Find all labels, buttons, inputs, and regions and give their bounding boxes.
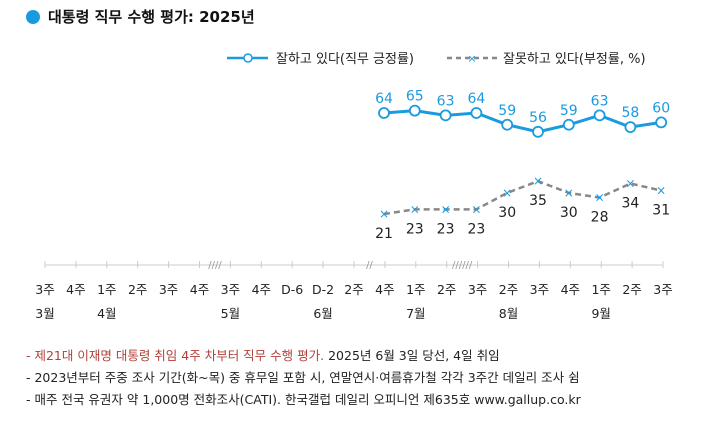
approve-point — [501, 118, 514, 131]
disapprove-point: × — [564, 186, 574, 200]
disapprove-point: × — [471, 202, 481, 216]
approve-value-label: 58 — [621, 105, 639, 121]
month-label: 8월 — [499, 306, 518, 321]
x-tick-label: 1주 — [591, 282, 610, 297]
approve-value-label: 59 — [498, 103, 516, 119]
month-label: 3월 — [35, 306, 54, 321]
approve-point — [655, 116, 668, 129]
x-tick-label: D-2 — [312, 282, 334, 297]
approve-point — [408, 104, 421, 117]
disapprove-point: × — [441, 202, 451, 216]
axis-break-mark: // — [366, 260, 373, 271]
disapprove-point: × — [625, 177, 635, 191]
axis-break-mark: //// — [208, 260, 222, 271]
note-3: - 매주 전국 유권자 약 1,000명 전화조사(CATI). 한국갤럽 데일… — [26, 392, 581, 407]
disapprove-point: × — [502, 186, 512, 200]
disapprove-point: × — [595, 191, 605, 205]
disapprove-value-label: 23 — [406, 221, 424, 237]
disapprove-value-label: 23 — [467, 221, 485, 237]
x-tick-label: 4주 — [561, 282, 580, 297]
approve-line — [383, 109, 662, 134]
approve-value-label: 64 — [467, 91, 485, 107]
legend-approve-label: 잘하고 있다(직무 긍정률) — [276, 52, 414, 67]
x-tick-label: 3주 — [468, 282, 487, 297]
x-tick-label: 3주 — [221, 282, 240, 297]
bullet-icon — [26, 9, 40, 24]
disapprove-value-label: 30 — [498, 205, 516, 221]
x-tick-label: 4주 — [252, 282, 271, 297]
title-text: 대통령 직무 수행 평가: 2025년 — [48, 8, 255, 26]
month-label: 6월 — [313, 306, 332, 321]
approve-point — [624, 121, 637, 133]
axis-break-mark: ////// — [452, 260, 473, 271]
x-tick-label: 2주 — [128, 282, 147, 297]
approve-value-label: 56 — [529, 110, 547, 126]
x-tick-label: 4주 — [66, 282, 85, 297]
disapprove-point: × — [379, 207, 389, 221]
disapprove-value-label: 31 — [652, 203, 670, 219]
approve-point — [470, 107, 483, 119]
legend-disapprove-marker: × — [467, 52, 476, 65]
approve-value-label: 65 — [406, 89, 424, 105]
disapprove-value-label: 28 — [591, 210, 609, 226]
approve-value-label: 60 — [652, 100, 670, 116]
approve-value-label: 63 — [437, 93, 455, 109]
month-label: 9월 — [591, 306, 610, 321]
x-tick-label: 3주 — [653, 282, 672, 297]
disapprove-value-label: 21 — [375, 226, 393, 242]
approve-point — [378, 107, 390, 119]
x-tick-label: 3주 — [530, 282, 549, 297]
month-label: 4월 — [97, 306, 116, 321]
x-tick-label: 2주 — [437, 282, 456, 297]
x-tick-label: 2주 — [622, 282, 641, 297]
disapprove-value-label: 30 — [560, 205, 578, 221]
disapprove-line — [383, 179, 662, 216]
approve-point — [593, 109, 606, 122]
approve-value-label: 59 — [560, 103, 578, 119]
month-label: 5월 — [221, 306, 240, 321]
approve-point — [439, 109, 452, 122]
x-tick-label: 1주 — [97, 282, 116, 297]
x-tick-label: 3주 — [159, 282, 178, 297]
approve-value-label: 64 — [375, 91, 393, 107]
x-tick-label: 3주 — [35, 282, 54, 297]
disapprove-point: × — [656, 184, 666, 198]
x-tick-label: 4주 — [190, 282, 209, 297]
disapprove-value-label: 34 — [621, 196, 639, 212]
disapprove-value-label: 35 — [529, 193, 547, 209]
x-tick-label: 1주 — [406, 282, 425, 297]
footnotes: - 제21대 이재명 대통령 취임 4주 차부터 직무 수행 평가. 2025년… — [26, 345, 581, 411]
approve-value-label: 63 — [591, 93, 609, 109]
legend-approve-marker — [243, 53, 253, 63]
legend-disapprove-label: 잘못하고 있다(부정률, %) — [503, 52, 646, 67]
disapprove-point: × — [410, 202, 420, 216]
chart-title: 대통령 직무 수행 평가: 2025년 — [26, 6, 255, 27]
month-label: 7월 — [406, 306, 425, 321]
note-2: - 2023년부터 주중 조사 기간(화~목) 중 휴무일 포함 시, 연말연시… — [26, 370, 580, 385]
x-tick-label: D-6 — [281, 282, 303, 297]
approve-point — [562, 118, 575, 131]
x-tick-label: 2주 — [344, 282, 363, 297]
disapprove-point: × — [533, 174, 543, 188]
disapprove-value-label: 23 — [437, 221, 455, 237]
approval-chart: 잘하고 있다(직무 긍정률) × 잘못하고 있다(부정률, %) 3주 4주 1주 2주 3주… — [35, 52, 672, 321]
x-tick-label: 2주 — [499, 282, 518, 297]
x-tick-label: 4주 — [375, 282, 394, 297]
note-1: - 제21대 이재명 대통령 취임 4주 차부터 직무 수행 평가. 2025년… — [26, 348, 500, 363]
approve-point — [532, 125, 544, 138]
